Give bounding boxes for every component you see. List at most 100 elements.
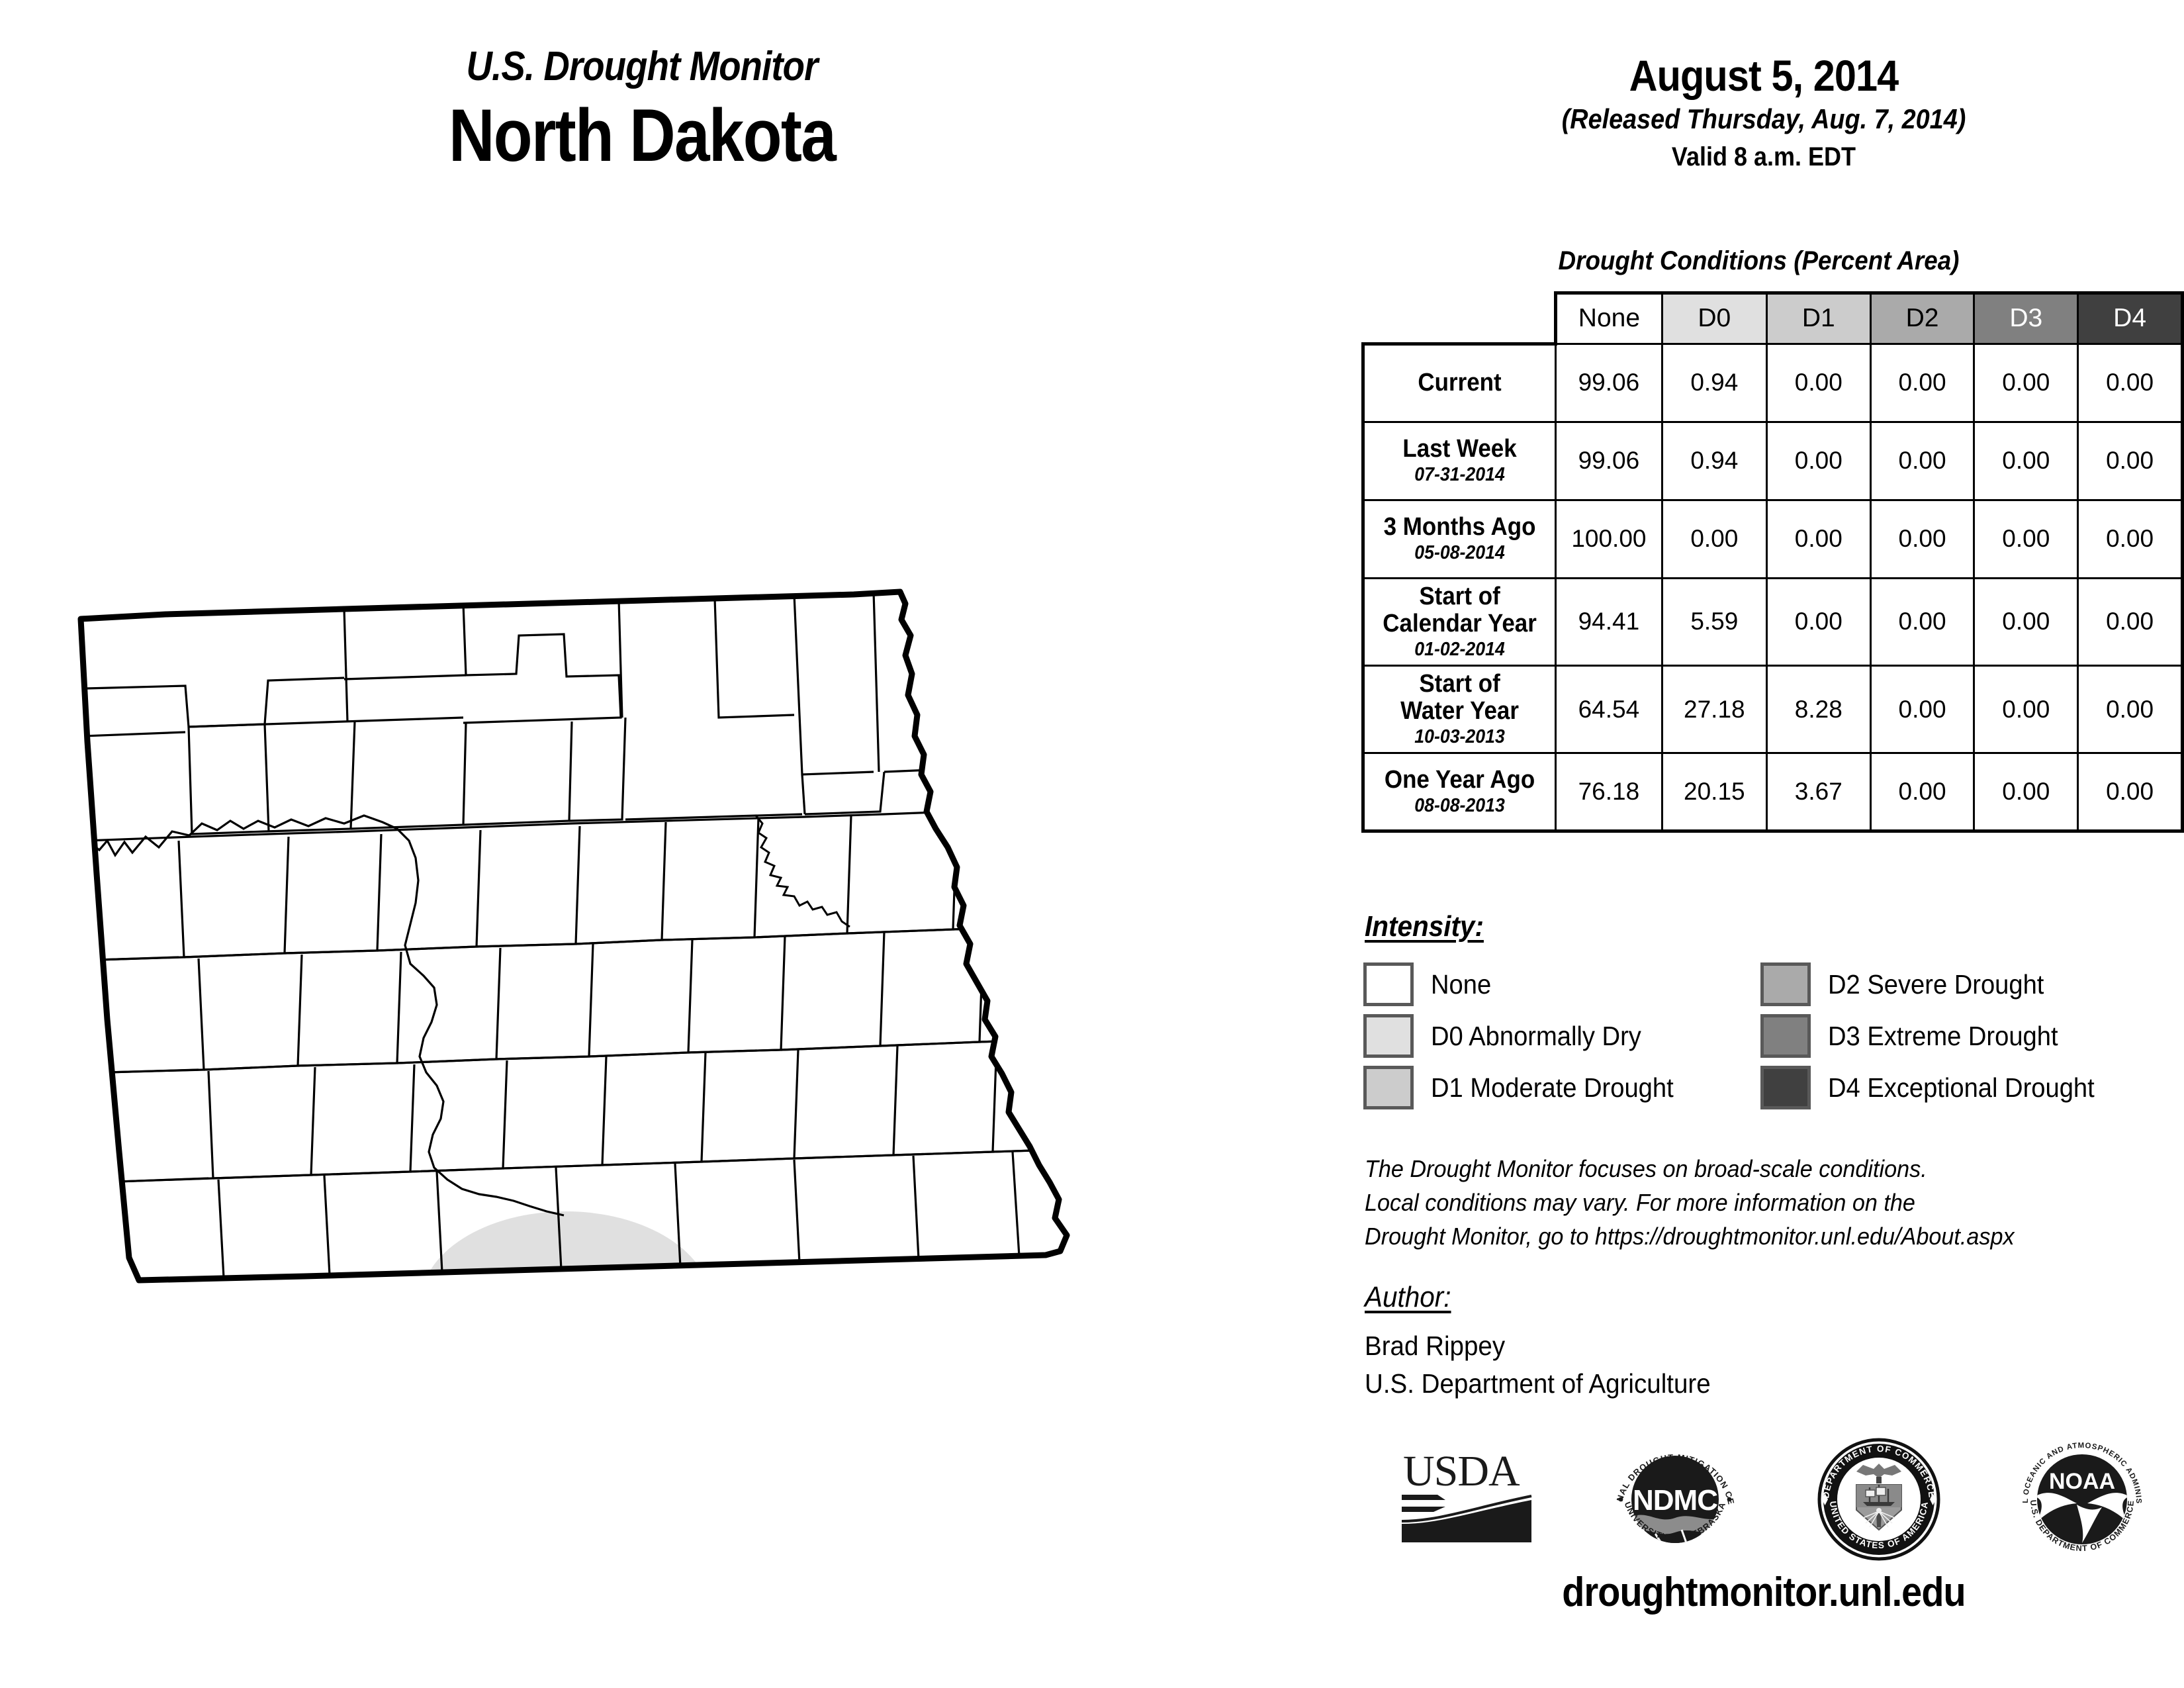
table-header-row: None D0 D1 D2 D3 D4 (1363, 291, 2184, 345)
valid-time: Valid 8 a.m. EDT (1671, 142, 1856, 172)
svg-text:USDA: USDA (1403, 1447, 1520, 1495)
swatch-d2-icon (1760, 962, 1811, 1006)
cell-d3: 0.00 (1973, 577, 2079, 667)
cell-d4: 0.00 (2077, 752, 2184, 833)
column-header-d4: D4 (2077, 291, 2184, 345)
cell-none: 76.18 (1555, 752, 1663, 833)
cell-none: 100.00 (1555, 498, 1663, 579)
release-date: (Released Thursday, Aug. 7, 2014) (1561, 103, 1966, 135)
legend-label-d4: D4 Exceptional Drought (1828, 1072, 2095, 1103)
intensity-legend: None D2 Severe Drought D0 Abnormally Dry… (1363, 959, 2184, 1113)
page-title: North Dakota (448, 94, 837, 177)
cell-d3: 0.00 (1973, 498, 2079, 579)
disclaimer-text: The Drought Monitor focuses on broad-sca… (1365, 1152, 2138, 1253)
cell-d2: 0.00 (1869, 664, 1976, 755)
column-header-none: None (1554, 291, 1663, 345)
table-row: One Year Ago 08-08-2013 76.18 20.15 3.67… (1361, 752, 2184, 833)
table-corner-cell (1363, 293, 1556, 344)
legend-item-d3: D3 Extreme Drought (1760, 1010, 2158, 1062)
column-header-d0: D0 (1661, 291, 1768, 345)
legend-item-d1: D1 Moderate Drought (1363, 1062, 1760, 1113)
title-block: U.S. Drought Monitor North Dakota (278, 46, 1006, 175)
cell-d0: 0.94 (1661, 420, 1768, 501)
cell-d0: 0.00 (1661, 498, 1768, 579)
devils-lake-boundary (754, 815, 850, 928)
map-panel: U.S. Drought Monitor North Dakota (66, 46, 1277, 1370)
swatch-none-icon (1363, 962, 1414, 1006)
cell-d3: 0.00 (1973, 342, 2079, 423)
cell-d1: 0.00 (1765, 420, 1872, 501)
legend-label-d3: D3 Extreme Drought (1828, 1020, 2058, 1051)
intensity-heading: Intensity: (1365, 910, 1484, 943)
cell-d4: 0.00 (2077, 664, 2184, 755)
cell-d1: 0.00 (1765, 498, 1872, 579)
cell-d0: 5.59 (1661, 577, 1768, 667)
cell-d1: 0.00 (1765, 577, 1872, 667)
swatch-d3-icon (1760, 1014, 1811, 1058)
cell-d2: 0.00 (1869, 752, 1976, 833)
row-label-start-of-calendar-year: Start of Calendar Year 01-02-2014 (1361, 577, 1557, 667)
legend-item-d2: D2 Severe Drought (1760, 959, 2158, 1010)
cell-d1: 8.28 (1765, 664, 1872, 755)
program-title: U.S. Drought Monitor (466, 44, 819, 89)
row-label-start-of-water-year: Start of Water Year 10-03-2013 (1361, 664, 1557, 755)
table-row: Current 99.06 0.94 0.00 0.00 0.00 0.00 (1361, 342, 2184, 423)
legend-label-d0: D0 Abnormally Dry (1431, 1020, 1641, 1051)
cell-d2: 0.00 (1869, 577, 1976, 667)
drought-conditions-table: None D0 D1 D2 D3 D4 Current 99.06 0.94 0… (1361, 291, 2184, 833)
author-heading: Author: (1365, 1281, 1451, 1313)
cell-none: 99.06 (1555, 420, 1663, 501)
date-block: August 5, 2014 (Released Thursday, Aug. … (1343, 51, 2184, 172)
row-label-last-week: Last Week 07-31-2014 (1361, 420, 1557, 501)
cell-d4: 0.00 (2077, 498, 2184, 579)
cell-none: 99.06 (1555, 342, 1663, 423)
svg-text:NDMC: NDMC (1633, 1484, 1717, 1517)
disclaimer-line-3: Drought Monitor, go to https://droughtmo… (1365, 1223, 2015, 1250)
cell-d3: 0.00 (1973, 752, 2079, 833)
doc-seal-logo: DEPARTMENT OF COMMERCE UNITED STATES OF … (1813, 1433, 1945, 1566)
swatch-d1-icon (1363, 1066, 1414, 1109)
cell-d3: 0.00 (1973, 420, 2079, 501)
disclaimer-line-1: The Drought Monitor focuses on broad-sca… (1365, 1155, 1927, 1182)
row-label-one-year-ago: One Year Ago 08-08-2013 (1361, 752, 1557, 833)
cell-none: 94.41 (1555, 577, 1663, 667)
table-caption: Drought Conditions (Percent Area) (1558, 246, 1960, 275)
row-label-three-months-ago: 3 Months Ago 05-08-2014 (1361, 498, 1557, 579)
cell-d0: 27.18 (1661, 664, 1768, 755)
cell-d4: 0.00 (2077, 420, 2184, 501)
author-affiliation: U.S. Department of Agriculture (1365, 1368, 1711, 1399)
legend-item-none: None (1363, 959, 1760, 1010)
swatch-d4-icon (1760, 1066, 1811, 1109)
ndmc-logo: NDMC NATIONAL DROUGHT MITIGATION CENTER … (1609, 1433, 1741, 1566)
author-name: Brad Rippey (1365, 1331, 1506, 1361)
cell-d2: 0.00 (1869, 498, 1976, 579)
author-block: Brad Rippey U.S. Department of Agricultu… (1365, 1327, 1711, 1402)
table-row: 3 Months Ago 05-08-2014 100.00 0.00 0.00… (1361, 498, 2184, 579)
cell-d3: 0.00 (1973, 664, 2079, 755)
legend-label-d1: D1 Moderate Drought (1431, 1072, 1674, 1103)
table-row: Start of Calendar Year 01-02-2014 94.41 … (1361, 577, 2184, 667)
cell-d1: 0.00 (1765, 342, 1872, 423)
noaa-logo: NOAA NATIONAL OCEANIC AND ATMOSPHERIC AD… (2016, 1433, 2148, 1566)
cell-d4: 0.00 (2077, 342, 2184, 423)
row-label-current: Current (1361, 342, 1557, 423)
cell-d2: 0.00 (1869, 342, 1976, 423)
column-header-d3: D3 (1973, 291, 2079, 345)
cell-d4: 0.00 (2077, 577, 2184, 667)
north-dakota-drought-map[interactable] (66, 556, 1277, 1370)
column-header-d1: D1 (1765, 291, 1872, 345)
column-header-d2: D2 (1869, 291, 1976, 345)
svg-text:NOAA: NOAA (2049, 1469, 2115, 1494)
drought-area-d0 (420, 1211, 711, 1280)
table-row: Start of Water Year 10-03-2013 64.54 27.… (1361, 664, 2184, 755)
cell-d0: 0.94 (1661, 342, 1768, 423)
state-outline (77, 588, 1070, 1284)
table-row: Last Week 07-31-2014 99.06 0.94 0.00 0.0… (1361, 420, 2184, 501)
missouri-river (87, 814, 565, 1217)
legend-label-d2: D2 Severe Drought (1828, 968, 2044, 1000)
footer-url[interactable]: droughtmonitor.unl.edu (1562, 1570, 1966, 1615)
legend-item-d0: D0 Abnormally Dry (1363, 1010, 1760, 1062)
agency-logos: USDA NDMC (1363, 1417, 2184, 1582)
cell-none: 64.54 (1555, 664, 1663, 755)
issue-date: August 5, 2014 (1629, 51, 1899, 100)
